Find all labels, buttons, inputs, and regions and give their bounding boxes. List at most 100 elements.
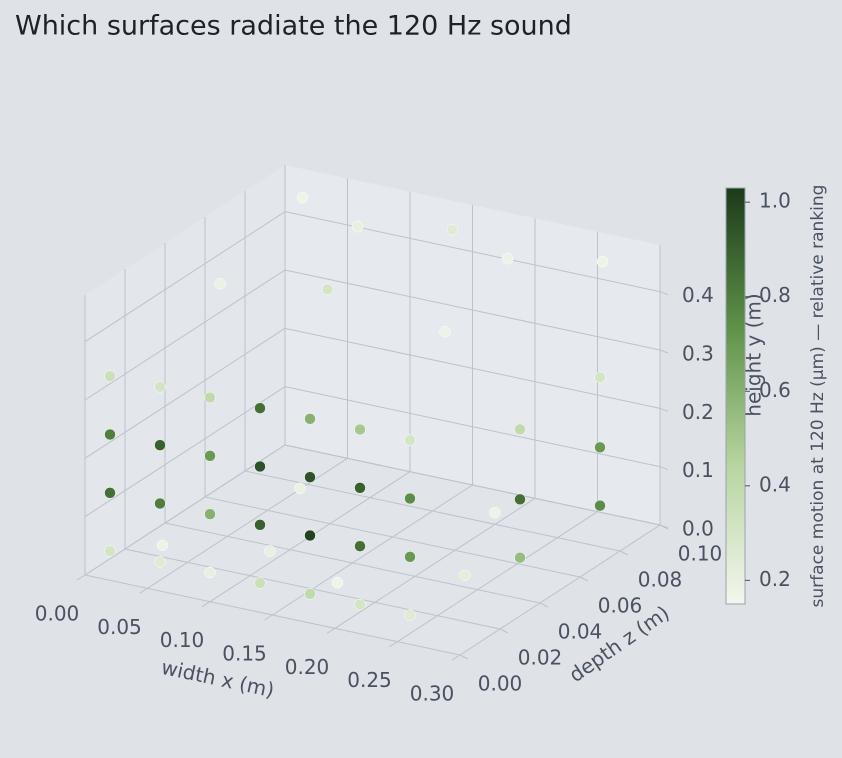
colorbar-label: surface motion at 120 Hz (µm) — relative… xyxy=(808,185,828,608)
tick-mark xyxy=(76,574,86,581)
point xyxy=(404,609,416,621)
tick-mark xyxy=(201,601,211,608)
point xyxy=(354,598,366,611)
grid-line xyxy=(284,269,661,351)
tick-mark xyxy=(459,654,469,660)
left-pane xyxy=(85,165,285,575)
z-tick-label: 0.06 xyxy=(598,594,643,618)
tick-mark xyxy=(499,628,509,634)
x-tick-label: 0.30 xyxy=(410,682,455,706)
y-tick-label: 0.2 xyxy=(682,400,714,424)
z-tick-label: 0.00 xyxy=(478,672,523,696)
grid-line xyxy=(284,444,661,526)
tick-mark xyxy=(139,587,148,594)
point xyxy=(351,220,364,233)
point xyxy=(404,551,416,563)
x-tick-label: 0.20 xyxy=(285,655,330,679)
point xyxy=(296,191,309,204)
point xyxy=(104,428,116,441)
point xyxy=(321,283,334,296)
x-tick-label: 0.05 xyxy=(97,615,142,639)
point xyxy=(154,439,166,451)
point xyxy=(354,423,366,436)
point xyxy=(594,371,606,384)
point xyxy=(214,277,226,290)
point xyxy=(489,506,501,519)
point xyxy=(254,577,266,589)
tick-mark xyxy=(619,550,629,556)
tick-mark xyxy=(539,602,549,608)
chart-title: Which surfaces radiate the 120 Hz sound xyxy=(15,11,572,42)
z-tick-label: 0.04 xyxy=(558,620,603,644)
point xyxy=(354,482,366,494)
point xyxy=(501,252,514,265)
point xyxy=(254,460,266,473)
point xyxy=(264,545,276,557)
grid-line xyxy=(84,211,286,343)
point xyxy=(104,370,116,382)
grid-line xyxy=(334,497,536,629)
point xyxy=(204,450,216,462)
colorbar-tick-label: 0.6 xyxy=(759,378,791,402)
grid-line xyxy=(284,386,661,468)
grid-line xyxy=(244,470,621,552)
point xyxy=(104,545,116,557)
tick-mark xyxy=(451,654,461,661)
point xyxy=(204,508,216,520)
point xyxy=(156,539,169,552)
z-tick-label: 0.10 xyxy=(678,542,723,566)
point xyxy=(204,391,216,404)
point xyxy=(514,551,526,564)
grid-line xyxy=(284,211,661,293)
tick-mark xyxy=(659,291,669,296)
point xyxy=(254,402,266,414)
point xyxy=(446,223,459,236)
point xyxy=(304,529,316,542)
point xyxy=(254,519,266,531)
point xyxy=(154,381,166,393)
tick-mark xyxy=(264,614,273,621)
point xyxy=(304,471,316,483)
x-tick-label: 0.25 xyxy=(347,668,392,692)
point xyxy=(354,540,366,552)
x-tick-label: 0.15 xyxy=(222,642,267,666)
z-tick-label: 0.08 xyxy=(638,568,683,592)
point xyxy=(304,413,316,425)
grid-line xyxy=(84,574,461,656)
point xyxy=(154,556,166,568)
colorbar xyxy=(725,187,746,605)
point xyxy=(594,441,606,454)
z-tick-label: 0.02 xyxy=(518,646,563,670)
y-tick-label: 0.0 xyxy=(682,517,714,541)
grid-line xyxy=(284,327,661,409)
colorbar-tick-label: 0.8 xyxy=(759,283,791,307)
grid-line xyxy=(84,327,286,459)
tick-mark xyxy=(326,627,336,634)
colorbar-tick-label: 0.2 xyxy=(759,567,791,591)
tick-mark xyxy=(389,641,398,648)
point xyxy=(104,487,116,499)
grid-line xyxy=(397,511,598,643)
point xyxy=(294,482,306,495)
x-tick-label: 0.00 xyxy=(35,602,80,626)
point xyxy=(304,588,316,600)
grid-line xyxy=(204,496,581,578)
point xyxy=(331,576,344,589)
point xyxy=(439,325,451,338)
point xyxy=(594,499,606,512)
colorbar-tick-label: 1.0 xyxy=(759,189,791,213)
x-tick-label: 0.10 xyxy=(160,628,205,652)
point xyxy=(596,255,609,268)
y-tick-label: 0.3 xyxy=(682,342,714,366)
y-tick-label: 0.4 xyxy=(682,283,714,307)
grid-line xyxy=(164,522,541,604)
tick-mark xyxy=(579,576,589,582)
point xyxy=(514,493,526,506)
tick-mark xyxy=(659,524,669,530)
point xyxy=(404,434,416,446)
point xyxy=(514,423,526,436)
point xyxy=(404,492,416,505)
point xyxy=(204,566,216,579)
colorbar-tick-label: 0.4 xyxy=(759,472,791,496)
grid-line xyxy=(84,269,286,401)
